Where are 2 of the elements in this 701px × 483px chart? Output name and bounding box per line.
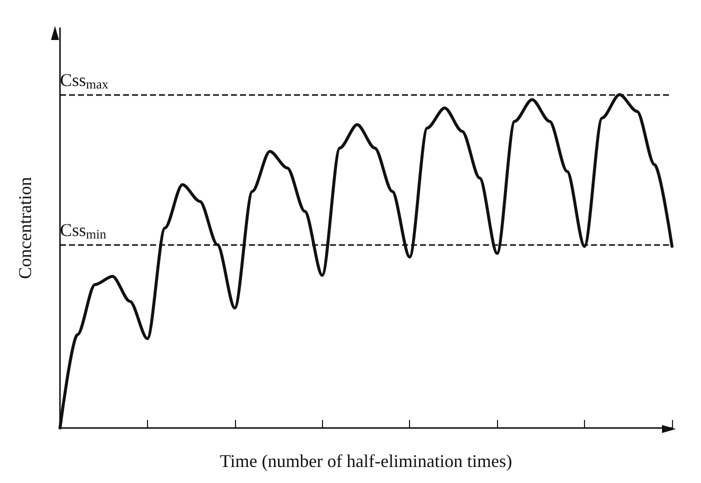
y-axis-title: Concentration <box>15 177 35 279</box>
x-axis-title: Time (number of half-elimination times) <box>220 451 512 471</box>
